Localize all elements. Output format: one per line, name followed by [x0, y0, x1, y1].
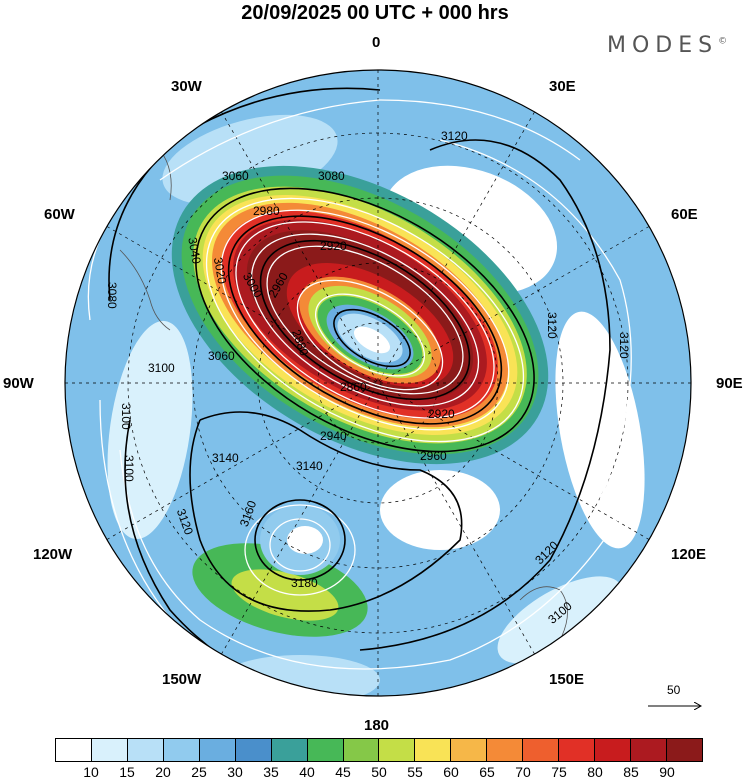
contour-label: 3060 — [222, 169, 249, 183]
colorbar-swatch — [559, 739, 596, 761]
contour-label: 3060 — [208, 349, 235, 363]
colorbar-swatch — [56, 739, 92, 761]
contour-label: 3080 — [318, 169, 345, 183]
contour-label: 3100 — [122, 455, 136, 482]
colorbar-tick-label: 55 — [407, 764, 423, 780]
colorbar-tick-label: 85 — [623, 764, 639, 780]
contour-label: 2940 — [320, 429, 347, 443]
contour-label: 3140 — [212, 451, 239, 465]
brand-mark: © — [718, 36, 728, 47]
colorbar-swatch — [451, 739, 488, 761]
lon-label-90w: 90W — [3, 375, 34, 392]
colorbar-tick-label: 40 — [299, 764, 315, 780]
colorbar-ticks: 10 15 20 25 30 35 40 45 50 55 60 65 70 75 80 85 90 — [55, 764, 703, 782]
contour-label: 2920 — [320, 239, 347, 253]
lon-label-90e: 90E — [716, 375, 743, 392]
colorbar-swatch — [379, 739, 416, 761]
map-boundary — [64, 69, 692, 697]
colorbar-swatch — [595, 739, 631, 761]
lon-label-150w: 150W — [162, 671, 202, 688]
contour-label: 2980 — [253, 204, 280, 218]
contour-label: 3040 — [185, 236, 203, 265]
brand-name: MODES — [607, 33, 719, 58]
lon-label-120e: 120E — [671, 546, 707, 563]
contour-label: 3180 — [291, 576, 318, 590]
contour-label: 3120 — [441, 129, 468, 143]
colorbar-tick-label: 70 — [515, 764, 531, 780]
colorbar-tick-label: 75 — [551, 764, 567, 780]
lon-label-0: 0 — [372, 34, 381, 51]
colorbar-swatch — [271, 739, 308, 761]
map-title: 20/09/2025 00 UTC + 000 hrs — [241, 2, 509, 24]
colorbar-swatch — [91, 739, 128, 761]
lon-label-60e: 60E — [671, 206, 698, 223]
contour-label-group: 3120 3080 3060 2980 2920 3040 3020 3000 … — [105, 129, 631, 627]
colorbar-swatch — [523, 739, 560, 761]
colorbar-tick-label: 60 — [443, 764, 459, 780]
colorbar-tick-label: 90 — [659, 764, 675, 780]
colorbar-tick-label: 10 — [83, 764, 99, 780]
contour-label: 2960 — [420, 449, 447, 463]
lon-label-30e: 30E — [549, 78, 576, 95]
colorbar-swatch — [163, 739, 200, 761]
contour-label: 3100 — [148, 361, 175, 375]
colorbar-tick-label: 25 — [191, 764, 207, 780]
contour-label: 3120 — [617, 332, 631, 359]
contour-label: 3020 — [211, 256, 229, 285]
contour-label: 3140 — [296, 459, 323, 473]
colorbar-swatch — [343, 739, 380, 761]
lon-label-150e: 150E — [549, 671, 585, 688]
colorbar-tick-label: 15 — [119, 764, 135, 780]
reference-vector-label: 50 — [667, 683, 681, 697]
colorbar — [55, 738, 703, 762]
contour-label: 2920 — [428, 407, 455, 421]
lon-label-180: 180 — [364, 717, 390, 734]
wind-speed-shading — [65, 70, 691, 696]
lon-label-120w: 120W — [33, 546, 73, 563]
colorbar-swatch — [631, 739, 667, 761]
contour-label: 3100 — [119, 403, 133, 430]
colorbar-tick-label: 30 — [227, 764, 243, 780]
colorbar-swatch — [235, 739, 272, 761]
lon-label-30w: 30W — [171, 78, 202, 95]
colorbar-tick-label: 65 — [479, 764, 495, 780]
contour-label: 3080 — [105, 282, 119, 309]
brand-logo: MODES© — [607, 33, 727, 58]
colorbar-tick-label: 50 — [371, 764, 387, 780]
colorbar-swatch — [127, 739, 164, 761]
colorbar-tick-label: 20 — [155, 764, 171, 780]
polar-map: 3120 3080 3060 2980 2920 3040 3020 3000 … — [64, 69, 750, 740]
colorbar-tick-label: 35 — [263, 764, 279, 780]
colorbar-tick-label: 80 — [587, 764, 603, 780]
contour-label: 3120 — [545, 312, 559, 339]
colorbar-tick-label: 45 — [335, 764, 351, 780]
colorbar-swatch — [415, 739, 452, 761]
colorbar-swatch — [487, 739, 524, 761]
lon-label-60w: 60W — [44, 206, 75, 223]
graticule — [65, 70, 691, 696]
colorbar-swatch — [307, 739, 344, 761]
colorbar-swatch — [199, 739, 236, 761]
colorbar-swatch — [666, 739, 702, 761]
contour-label: 2860 — [340, 380, 367, 394]
